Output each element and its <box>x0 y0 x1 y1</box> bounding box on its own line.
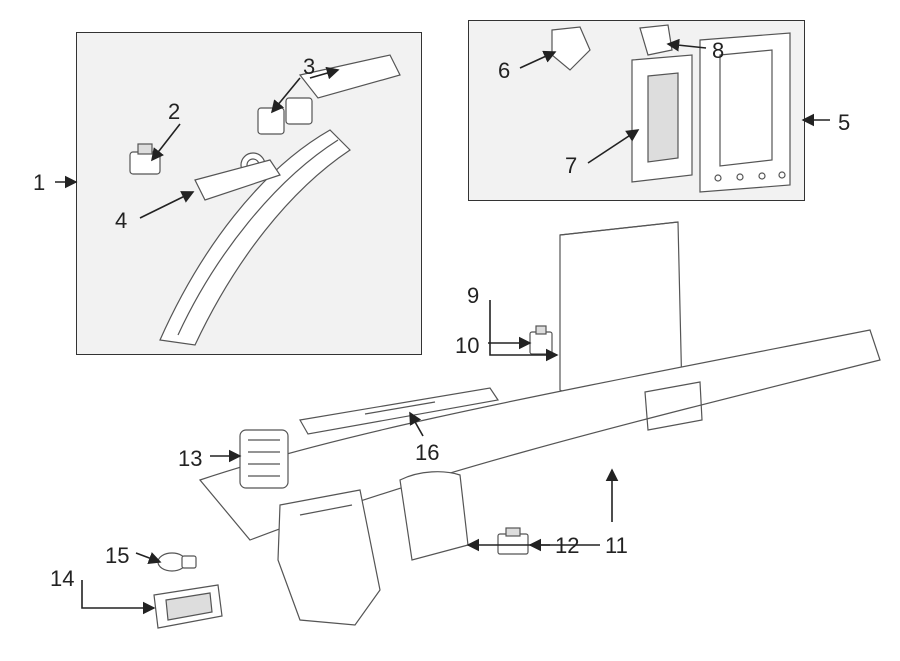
clip-12 <box>498 528 528 554</box>
callout-10: 10 <box>455 335 479 357</box>
callout-2: 2 <box>168 101 180 123</box>
sill-trim-rocker <box>200 330 880 560</box>
sill-plate <box>300 388 498 434</box>
callout-3: 3 <box>303 56 315 78</box>
footrest <box>240 430 288 488</box>
inset-frame-a <box>76 32 422 355</box>
callout-4: 4 <box>115 210 127 232</box>
callout-5: 5 <box>838 112 850 134</box>
callout-7: 7 <box>565 155 577 177</box>
callout-14: 14 <box>50 568 74 590</box>
clip-10 <box>530 326 552 354</box>
courtesy-lamp <box>154 585 222 628</box>
callout-8: 8 <box>712 40 724 62</box>
bulb <box>158 553 196 571</box>
callout-12: 12 <box>555 535 579 557</box>
kick-panel <box>278 490 380 625</box>
callout-15: 15 <box>105 545 129 567</box>
inset-frame-b <box>468 20 805 201</box>
callout-13: 13 <box>178 448 202 470</box>
lower-center-pillar-trim <box>560 222 682 415</box>
callout-16: 16 <box>415 442 439 464</box>
callout-9: 9 <box>467 285 479 307</box>
callout-11: 11 <box>605 535 628 557</box>
callout-6: 6 <box>498 60 510 82</box>
callout-1: 1 <box>33 172 45 194</box>
